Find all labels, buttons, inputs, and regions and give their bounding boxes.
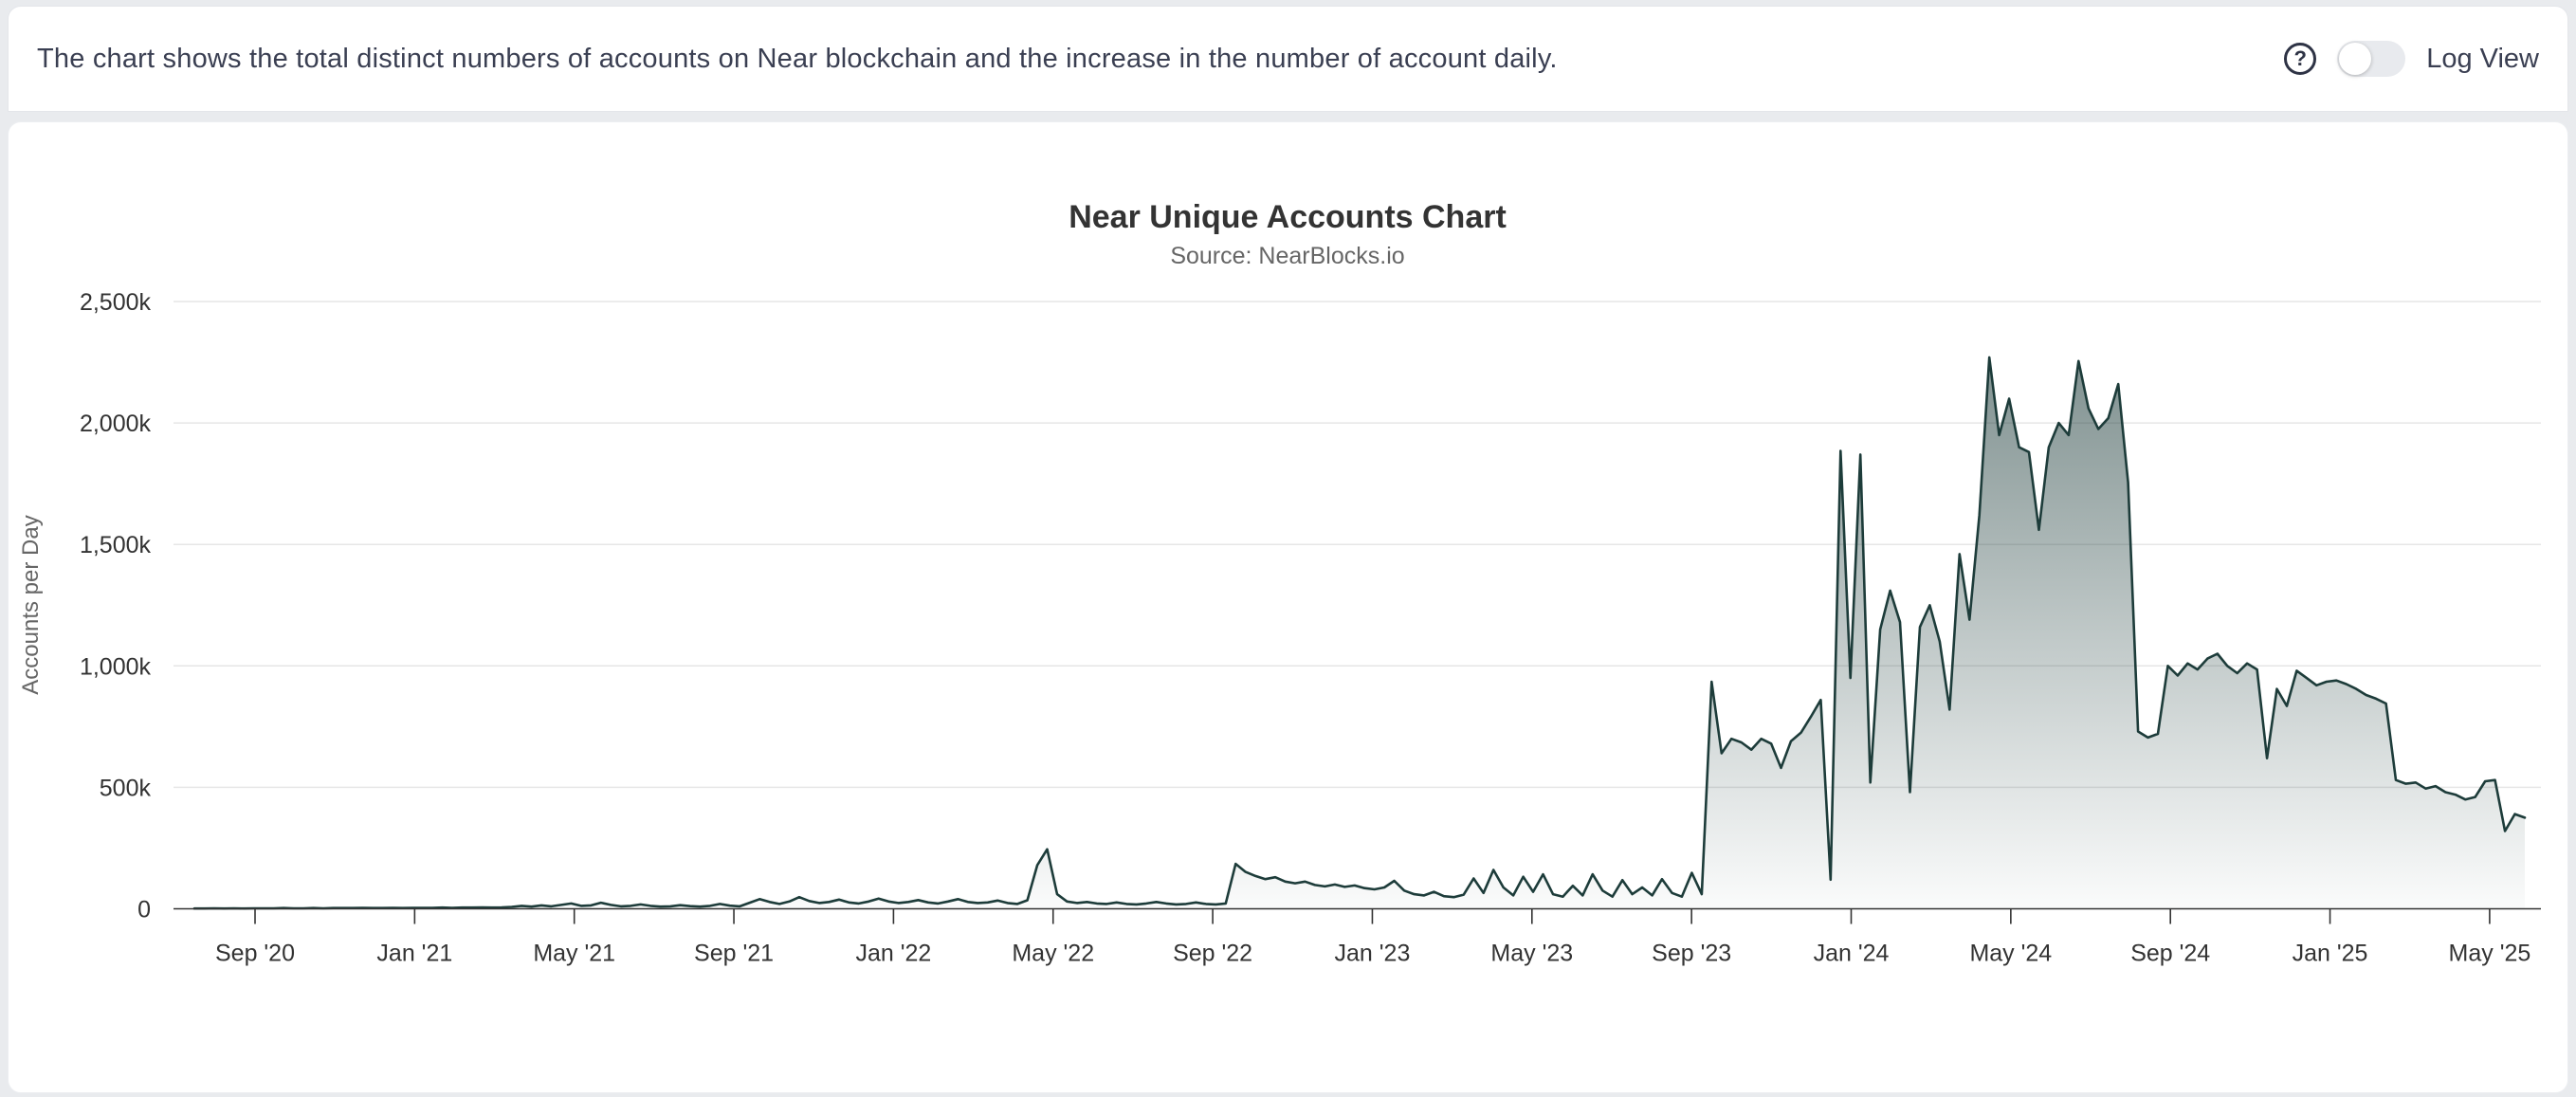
x-axis-tick-label: Sep '23 — [1652, 941, 1731, 967]
y-axis-title: Accounts per Day — [18, 515, 44, 694]
help-icon[interactable]: ? — [2284, 43, 2317, 75]
x-axis-tick-label: May '25 — [2449, 941, 2531, 967]
x-axis-tick-label: Sep '24 — [2130, 941, 2210, 967]
x-axis-tick-label: Jan '21 — [376, 941, 452, 967]
area-series — [192, 356, 2527, 910]
y-axis-tick-label: 2,000k — [80, 411, 152, 437]
chart-description-text: The chart shows the total distinct numbe… — [37, 43, 1558, 74]
x-axis-tick-label: Sep '22 — [1173, 941, 1252, 967]
x-axis-tick-label: May '23 — [1490, 941, 1573, 967]
x-axis-tick-label: May '22 — [1012, 941, 1094, 967]
x-axis-tick-label: May '24 — [1969, 941, 2052, 967]
chart-subtitle: Source: NearBlocks.io — [1170, 243, 1404, 269]
header-controls: ? Log View — [2284, 41, 2539, 77]
x-axis-tick-label: Sep '21 — [694, 941, 774, 967]
log-view-label: Log View — [2426, 43, 2539, 74]
x-axis-tick-label: Jan '22 — [855, 941, 931, 967]
chart-card — [8, 121, 2568, 1093]
y-axis-tick-label: 0 — [137, 897, 151, 923]
y-axis-tick-label: 1,000k — [80, 653, 152, 680]
x-axis-tick-label: Jan '25 — [2293, 941, 2368, 967]
x-axis-tick-label: Jan '24 — [1814, 941, 1890, 967]
series-line — [192, 356, 2527, 910]
x-axis-tick-label: May '21 — [533, 941, 615, 967]
chart-title: Near Unique Accounts Chart — [1069, 199, 1507, 235]
axis-labels: 0 500k 1,000k 1,500k 2,000k 2,500k Sep '20 Jan … — [80, 289, 2530, 967]
y-axis-tick-label: 1,500k — [80, 532, 152, 558]
series-area-fill — [194, 357, 2525, 909]
y-axis-tick-label: 500k — [100, 775, 152, 801]
axes — [174, 907, 2541, 924]
y-axis-tick-label: 2,500k — [80, 289, 152, 316]
x-axis-tick-label: Jan '23 — [1335, 941, 1411, 967]
chart-description-bar: The chart shows the total distinct numbe… — [8, 6, 2568, 112]
log-view-toggle[interactable] — [2337, 41, 2406, 77]
toggle-knob — [2339, 43, 2372, 75]
x-axis-tick-label: Sep '20 — [215, 941, 295, 967]
